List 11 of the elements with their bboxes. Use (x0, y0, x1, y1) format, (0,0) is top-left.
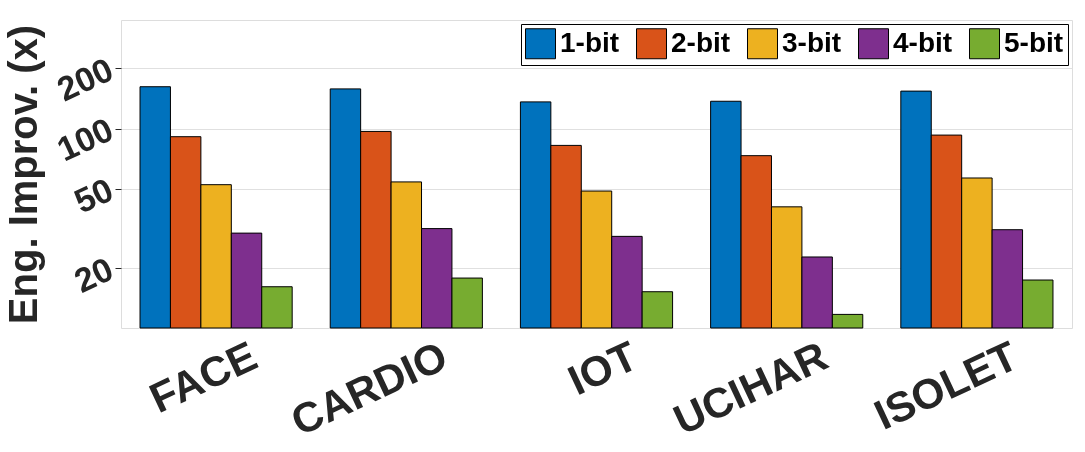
y-tick-label: 20 (68, 249, 119, 300)
legend-label: 2-bit (671, 26, 731, 58)
y-tick-label: 50 (68, 170, 119, 221)
legend-label: 5-bit (1004, 26, 1064, 58)
legend-label: 3-bit (782, 26, 842, 58)
legend-label: 1-bit (560, 26, 620, 58)
y-tick-label: 200 (51, 49, 119, 109)
y-axis-title: Eng. Improv. (x) (0, 24, 45, 325)
x-tick-label: IOT (560, 331, 645, 405)
legend-label: 4-bit (893, 26, 953, 58)
y-tick-label: 100 (51, 109, 119, 169)
